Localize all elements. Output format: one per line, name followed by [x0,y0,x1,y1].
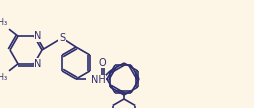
Text: NH: NH [91,75,105,85]
Text: O: O [98,58,105,68]
Text: S: S [59,33,65,43]
Text: N: N [34,59,41,69]
Text: CH₃: CH₃ [0,73,8,82]
Text: CH₃: CH₃ [0,18,8,27]
Text: N: N [34,31,41,41]
